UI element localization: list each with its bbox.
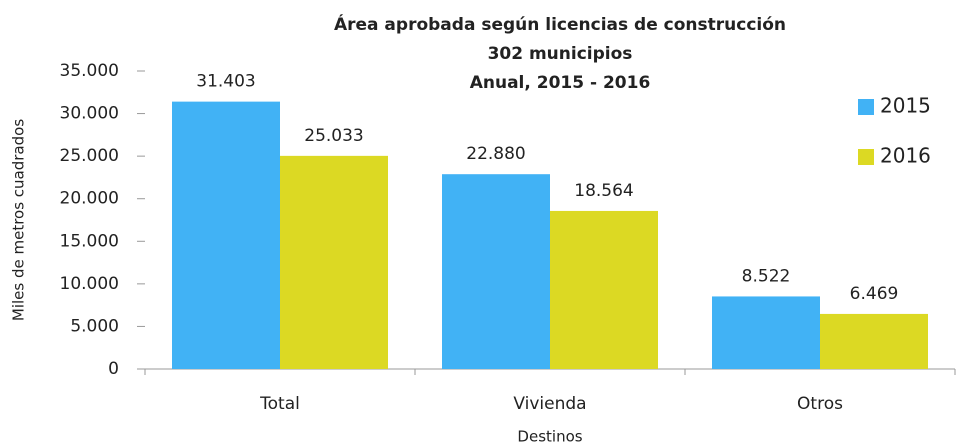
legend-label: 2015 [880,94,931,118]
y-axis-label: Miles de metros cuadrados [10,119,28,321]
bar [442,174,550,369]
x-axis-label: Destinos [517,428,582,446]
x-tick-label: Otros [797,394,843,414]
y-tick-label: 20.000 [60,189,119,209]
y-tick-label: 15.000 [60,231,119,251]
bar [712,296,820,369]
data-label: 31.403 [196,72,255,92]
bar [550,210,658,369]
bar [820,313,928,369]
data-label: 18.564 [574,181,633,201]
bar [280,155,388,369]
y-tick-label: 30.000 [60,104,119,124]
data-label: 22.880 [466,144,525,164]
legend-swatch [858,149,874,165]
y-tick-label: 25.000 [60,146,119,166]
y-tick-label: 5.000 [70,316,119,336]
data-label: 6.469 [850,284,899,304]
chart-title: 302 municipios [488,44,633,64]
legend-label: 2016 [880,144,931,168]
chart-title: Anual, 2015 - 2016 [470,73,651,93]
y-tick-label: 0 [108,359,119,379]
x-tick-label: Total [259,394,300,414]
legend-swatch [858,99,874,115]
data-label: 8.522 [742,266,791,286]
y-tick-label: 35.000 [60,61,119,81]
x-tick-label: Vivienda [513,394,586,414]
y-tick-label: 10.000 [60,274,119,294]
chart-title: Área aprobada según licencias de constru… [334,13,786,35]
data-label: 25.033 [304,126,363,146]
bar [172,101,280,369]
